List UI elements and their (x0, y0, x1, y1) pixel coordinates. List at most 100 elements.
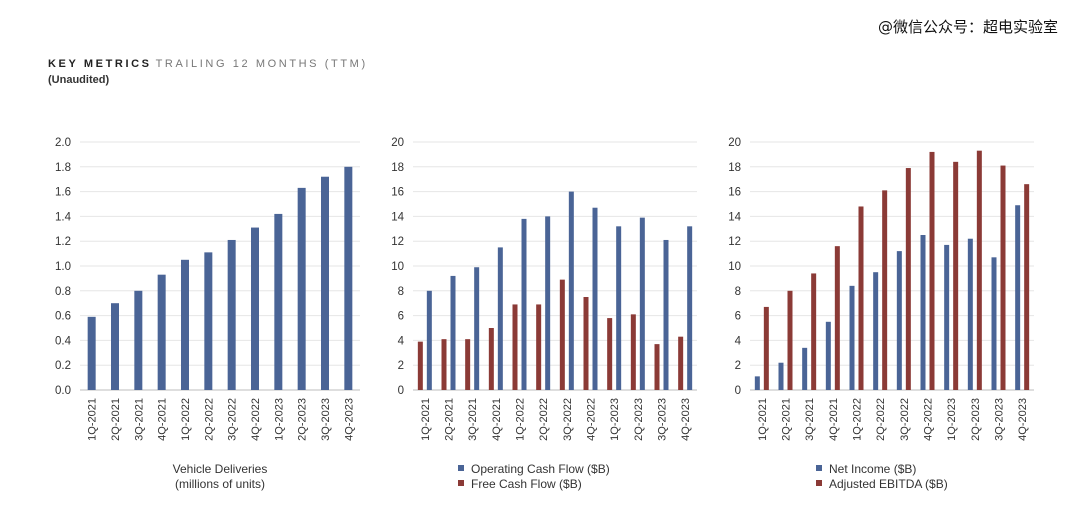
bar-operating-cash-flow-b (474, 267, 480, 390)
x-tick-label: 2Q-2021 (781, 398, 793, 441)
bar-operating-cash-flow-b (639, 217, 645, 390)
x-tick-label: 3Q-2023 (320, 398, 332, 441)
x-tick-label: 1Q-2023 (946, 398, 958, 441)
bar-net-income-b (991, 257, 997, 390)
y-tick-label: 6 (398, 311, 404, 323)
x-tick-label: 1Q-2021 (420, 398, 432, 441)
bar-net-income-b (778, 362, 784, 390)
x-tick-label: 3Q-2023 (994, 398, 1006, 441)
x-tick-label: 4Q-2022 (586, 398, 598, 441)
bar-value (157, 274, 166, 390)
bar-adjusted-ebitda-b (787, 290, 793, 390)
bar-free-cash-flow-b (583, 297, 589, 390)
bar-net-income-b (873, 272, 879, 390)
bar-value (297, 187, 306, 390)
y-tick-label: 20 (391, 137, 404, 149)
bar-value (87, 316, 96, 390)
bar-net-income-b (944, 244, 950, 390)
bar-operating-cash-flow-b (426, 290, 432, 390)
y-tick-label: 18 (728, 162, 741, 174)
x-tick-label: 2Q-2022 (875, 398, 887, 441)
bar-net-income-b (754, 376, 760, 390)
x-tick-label: 2Q-2021 (110, 398, 122, 441)
y-tick-label: 0.2 (55, 360, 71, 372)
bar-net-income-b (967, 238, 973, 390)
y-tick-label: 10 (728, 261, 741, 273)
y-tick-label: 0.8 (55, 286, 71, 298)
y-tick-label: 0.6 (55, 311, 71, 323)
y-tick-label: 8 (735, 286, 741, 298)
legend-label: Net Income ($B) (829, 462, 916, 476)
bar-free-cash-flow-b (630, 314, 636, 390)
y-tick-label: 12 (391, 236, 404, 248)
x-tick-label: 4Q-2023 (680, 398, 692, 441)
legend-label: Free Cash Flow ($B) (471, 477, 582, 491)
y-tick-label: 20 (728, 137, 741, 149)
bar-net-income-b (920, 235, 926, 390)
bar-free-cash-flow-b (559, 279, 565, 390)
bar-adjusted-ebitda-b (929, 151, 935, 390)
x-tick-label: 1Q-2022 (515, 398, 527, 441)
bar-value (251, 227, 259, 390)
bar-free-cash-flow-b (441, 339, 447, 390)
bar-free-cash-flow-b (488, 328, 494, 390)
y-tick-label: 4 (398, 335, 405, 347)
bar-value (321, 176, 329, 390)
x-tick-label: 1Q-2022 (852, 398, 864, 441)
y-tick-label: 2 (735, 360, 741, 372)
bar-free-cash-flow-b (465, 339, 471, 390)
y-tick-label: 4 (735, 335, 742, 347)
bar-net-income-b (825, 321, 831, 390)
legend-label: Operating Cash Flow ($B) (471, 462, 610, 476)
legend-label: Adjusted EBITDA ($B) (829, 477, 948, 491)
bar-free-cash-flow-b (654, 344, 660, 390)
page-header: KEY METRICS TRAILING 12 MONTHS (TTM) (Una… (48, 54, 368, 86)
bar-adjusted-ebitda-b (811, 273, 817, 390)
legend-swatch (816, 480, 822, 486)
bar-net-income-b (896, 251, 902, 390)
watermark-text: @微信公众号：超电实验室 (877, 18, 1058, 36)
bar-adjusted-ebitda-b (763, 306, 769, 390)
page-title: KEY METRICS TRAILING 12 MONTHS (TTM) (48, 54, 368, 72)
bar-value (181, 259, 189, 390)
bar-operating-cash-flow-b (687, 226, 693, 390)
x-tick-label: 3Q-2023 (657, 398, 669, 441)
x-tick-label: 1Q-2022 (180, 398, 192, 441)
chart-1: 0.0 0.2 0.4 0.6 0.8 1.0 1.2 1.4 1.6 1.8 2.0 1Q-2021… (55, 137, 360, 491)
bar-value (227, 239, 236, 390)
bar-value (344, 166, 353, 390)
y-tick-label: 16 (391, 187, 404, 199)
bar-free-cash-flow-b (512, 304, 518, 390)
x-tick-label: 4Q-2022 (923, 398, 935, 441)
y-tick-label: 1.6 (55, 187, 71, 199)
y-tick-label: 0 (398, 385, 404, 397)
bar-value (274, 213, 283, 390)
legend-swatch (458, 465, 464, 471)
x-tick-label: 4Q-2023 (1017, 398, 1029, 441)
bar-operating-cash-flow-b (616, 226, 622, 390)
chart-3: 0 2 4 6 8 10 12 14 16 18 20 1Q-2021 2Q-2021 3Q-2021 4Q… (728, 137, 1034, 491)
title-light: TRAILING 12 MONTHS (TTM) (155, 58, 368, 70)
y-tick-label: 18 (391, 162, 404, 174)
y-tick-label: 0.4 (55, 335, 72, 347)
bar-operating-cash-flow-b (521, 218, 527, 390)
page-subtitle: (Unaudited) (48, 74, 110, 86)
y-tick-label: 10 (391, 261, 404, 273)
x-tick-label: 1Q-2021 (87, 398, 99, 441)
x-tick-label: 2Q-2023 (970, 398, 982, 441)
y-tick-label: 8 (398, 286, 404, 298)
bar-value (134, 290, 143, 390)
x-tick-label: 4Q-2021 (828, 398, 840, 441)
bar-operating-cash-flow-b (592, 207, 598, 390)
bar-free-cash-flow-b (607, 318, 613, 390)
y-tick-label: 1.2 (55, 236, 71, 248)
x-tick-label: 3Q-2022 (562, 398, 574, 441)
y-tick-label: 2 (398, 360, 404, 372)
x-axis-label: Vehicle Deliveries (173, 462, 268, 476)
x-tick-label: 4Q-2021 (491, 398, 503, 441)
y-tick-label: 2.0 (55, 137, 71, 149)
bar-adjusted-ebitda-b (905, 168, 911, 390)
bar-value (204, 252, 213, 390)
x-tick-label: 3Q-2021 (467, 398, 479, 441)
